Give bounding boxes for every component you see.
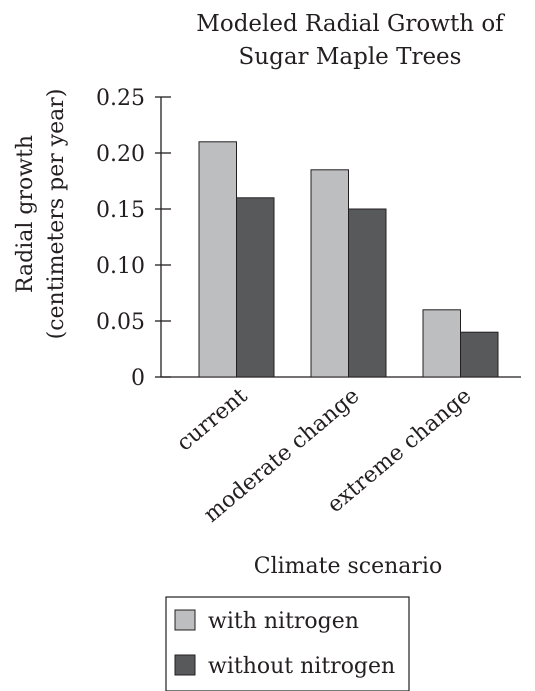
y-tick-label: 0.25: [96, 86, 145, 111]
bar-with-nitrogen-current: [198, 141, 237, 378]
legend-label-without-nitrogen: without nitrogen: [208, 654, 395, 679]
chart-title-line-2: Sugar Maple Trees: [239, 44, 462, 70]
chart-title-line-1: Modeled Radial Growth of: [196, 11, 505, 37]
x-tick-label: current: [172, 383, 252, 456]
legend: with nitrogen without nitrogen: [165, 596, 410, 691]
legend-swatch-with-nitrogen: [174, 609, 196, 631]
y-tick-label: 0: [131, 366, 145, 391]
bar-without-nitrogen-extreme-change: [460, 331, 499, 378]
y-tick-label: 0.10: [96, 254, 145, 279]
bar-without-nitrogen-current: [236, 197, 275, 378]
bar-with-nitrogen-extreme-change: [422, 309, 461, 378]
y-tick-label: 0.05: [96, 310, 145, 335]
y-tick-label: 0.15: [96, 198, 145, 223]
legend-box: [165, 596, 410, 691]
y-tick-label: 0.20: [96, 142, 145, 167]
legend-swatch-without-nitrogen: [174, 654, 196, 676]
legend-label-with-nitrogen: with nitrogen: [208, 609, 359, 634]
y-axis-label: Radial growth (centimeters per year): [13, 89, 69, 340]
bar-with-nitrogen-moderate-change: [310, 169, 349, 378]
x-axis-label: Climate scenario: [254, 554, 442, 579]
y-axis-label-line-1: Radial growth: [13, 135, 38, 293]
bar-without-nitrogen-moderate-change: [348, 208, 387, 378]
chart-title: Modeled Radial Growth of Sugar Maple Tre…: [196, 11, 505, 70]
y-axis-label-line-2: (centimeters per year): [44, 89, 69, 340]
